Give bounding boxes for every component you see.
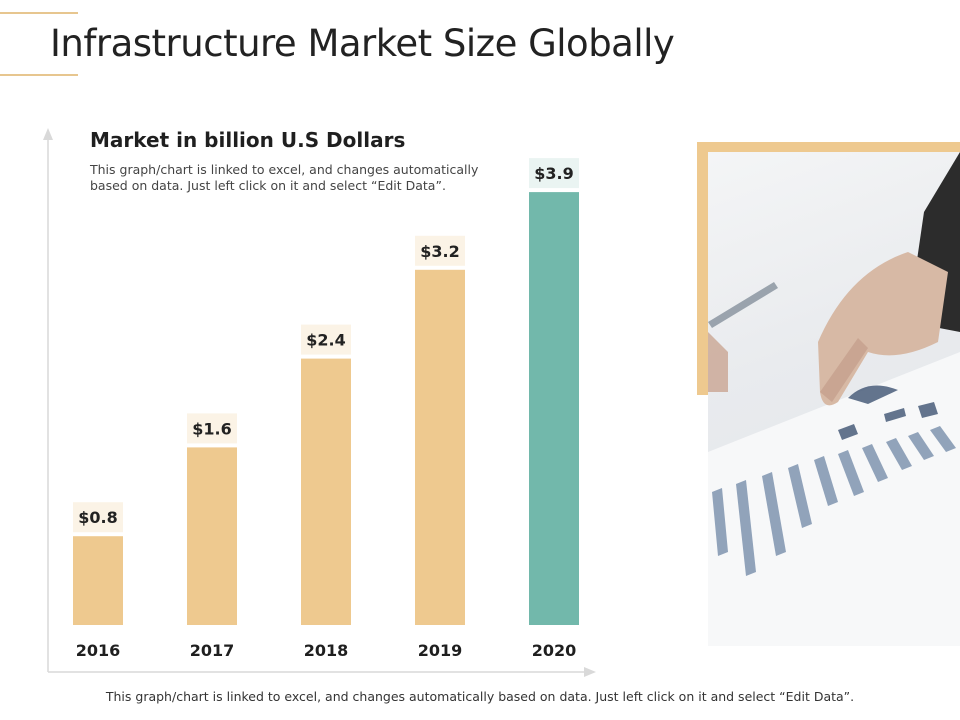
x-tick-label-2018: 2018: [304, 641, 349, 660]
bar-2018: [301, 358, 351, 625]
value-label-bg-2017: [187, 413, 237, 444]
value-label-2016: $0.8: [78, 508, 117, 527]
x-axis-arrow-icon: [584, 667, 596, 677]
footer-note: This graph/chart is linked to excel, and…: [105, 689, 855, 704]
page-title: Infrastructure Market Size Globally: [50, 22, 675, 65]
accent-line-bottom: [0, 74, 78, 76]
x-tick-label-2020: 2020: [532, 641, 577, 660]
x-tick-label-2017: 2017: [190, 641, 235, 660]
bar-2016: [73, 536, 123, 625]
business-analysis-photo: [708, 152, 960, 646]
accent-line-top: [0, 12, 78, 14]
bars-group: $0.8 2016 $1.6 2017 $2.4 2018 $3.2 2019 $3.9 2020: [73, 158, 579, 660]
x-tick-label-2019: 2019: [418, 641, 463, 660]
value-label-2018: $2.4: [306, 331, 345, 350]
value-label-bg-2020: [529, 158, 579, 189]
bar-2017: [187, 447, 237, 625]
x-tick-label-2016: 2016: [76, 641, 121, 660]
value-label-2017: $1.6: [192, 419, 231, 438]
bar-2020: [529, 192, 579, 625]
chart-title: Market in billion U.S Dollars: [90, 128, 406, 152]
value-label-2019: $3.2: [420, 242, 459, 261]
value-label-bg-2016: [73, 502, 123, 533]
y-axis-arrow-icon: [43, 128, 53, 140]
value-label-2020: $3.9: [534, 164, 573, 183]
value-label-bg-2019: [415, 235, 465, 266]
value-label-bg-2018: [301, 324, 351, 355]
bar-2019: [415, 269, 465, 625]
chart-note: This graph/chart is linked to excel, and…: [90, 162, 479, 193]
